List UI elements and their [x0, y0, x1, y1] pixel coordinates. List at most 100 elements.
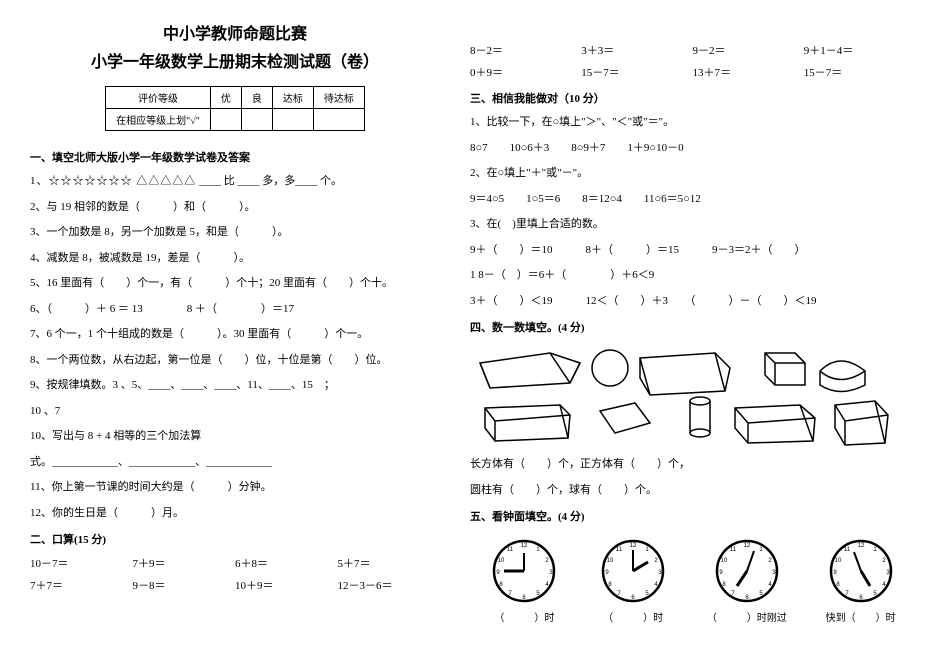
rt-r1-c0: 0＋9＝	[470, 64, 581, 80]
svg-text:7: 7	[845, 591, 849, 597]
rt-r1-c1: 15－7＝	[581, 64, 692, 80]
s3-q1: 1、比较一下，在○填上"＞"、"＜"或"＝"。	[470, 114, 915, 131]
svg-text:7: 7	[731, 591, 735, 597]
s2-row-0: 10－7＝ 7＋9＝ 6＋8＝ 5＋7＝	[30, 555, 440, 571]
rtop-row-0: 8－2＝ 3＋3＝ 9－2＝ 9＋1－4＝	[470, 42, 915, 58]
svg-text:8: 8	[500, 582, 504, 588]
s3-q1a: 8○7 10○6＋3 8○9＋7 1＋9○10－0	[470, 140, 915, 157]
clock-1: 1212 345 678 91011 （ ）时	[489, 536, 559, 624]
svg-text:1: 1	[645, 547, 649, 553]
s1-q11: 11、你上第一节课的时间大约是（ ）分钟。	[30, 479, 440, 496]
clock-1-svg: 1212 345 678 91011	[489, 536, 559, 606]
s2-r1-c2: 10＋9＝	[235, 577, 338, 593]
svg-text:2: 2	[768, 558, 772, 564]
clock-4-svg: 1212 345 678 91011	[826, 536, 896, 606]
svg-text:11: 11	[507, 547, 514, 553]
s1-q12: 12、你的生日是（ ）月。	[30, 505, 440, 522]
title-line-2: 小学一年级数学上册期末检测试题（卷）	[30, 48, 440, 72]
s1-q3: 3、一个加数是 8，另一个加数是 5，和是（ ）。	[30, 224, 440, 241]
eval-header-0: 评价等级	[106, 87, 211, 109]
svg-text:1: 1	[759, 547, 763, 553]
svg-text:10: 10	[834, 558, 841, 564]
s1-q9b: 10 、7	[30, 403, 440, 420]
svg-text:11: 11	[616, 547, 623, 553]
s2-r1-c3: 12－3－6＝	[338, 577, 441, 593]
s2-r0-c0: 10－7＝	[30, 555, 133, 571]
s3-q3a: 9＋（ ）＝10 8＋（ ）＝15 9－3＝2＋（ ）	[470, 242, 915, 259]
s4-text2: 圆柱有（ ）个，球有（ ）个。	[470, 482, 915, 499]
left-column: 中小学教师命题比赛 小学一年级数学上册期末检测试题（卷） 评价等级 优 良 达标…	[30, 20, 460, 624]
s1-q2: 2、与 19 相邻的数是（ ）和（ ）。	[30, 199, 440, 216]
svg-text:9: 9	[497, 570, 501, 576]
svg-text:2: 2	[882, 558, 886, 564]
eval-cell-4	[313, 109, 364, 131]
s1-q8: 8、一个两位数，从右边起，第一位是（ ）位，十位是第（ ）位。	[30, 352, 440, 369]
title-line-1: 中小学教师命题比赛	[30, 20, 440, 44]
s2-r0-c1: 7＋9＝	[133, 555, 236, 571]
eval-header-3: 达标	[272, 87, 313, 109]
s1-q6: 6、（ ）＋ 6 ＝ 13 8 ＋（ ）＝17	[30, 301, 440, 318]
clock-4-label: 快到（ ）时	[826, 609, 896, 624]
s3-q2: 2、在○填上"＋"或"－"。	[470, 165, 915, 182]
svg-text:10: 10	[498, 558, 505, 564]
section-2-head: 二、口算(15 分)	[30, 531, 440, 547]
clock-3-label: （ ）时刚过	[707, 609, 787, 624]
shapes-illustration	[470, 343, 915, 448]
s2-r0-c3: 5＋7＝	[338, 555, 441, 571]
svg-text:1: 1	[873, 547, 877, 553]
s1-q10a: 10、写出与 8 + 4 相等的三个加法算	[30, 428, 440, 445]
rt-r0-c0: 8－2＝	[470, 42, 581, 58]
clock-2-svg: 1212 345 678 91011	[598, 536, 668, 606]
svg-text:7: 7	[509, 591, 513, 597]
clock-3-svg: 1212 345 678 91011	[712, 536, 782, 606]
s1-q1-tail: ____ 比 ____ 多，多____ 个。	[199, 175, 342, 187]
s2-row-1: 7＋7＝ 9－8＝ 10＋9＝ 12－3－6＝	[30, 577, 440, 593]
section-5-head: 五、看钟面填空。(4 分)	[470, 508, 915, 524]
section-4-head: 四、数一数填空。(4 分)	[470, 319, 915, 335]
eval-header-4: 待达标	[313, 87, 364, 109]
rt-r1-c3: 15－7＝	[804, 64, 915, 80]
svg-text:8: 8	[608, 582, 612, 588]
s1-q9a: 9、按规律填数。3 、5、____、____、____、11、____、15 ；	[30, 377, 440, 394]
rt-r0-c1: 3＋3＝	[581, 42, 692, 58]
evaluation-table: 评价等级 优 良 达标 待达标 在相应等级上划"√"	[105, 86, 365, 131]
s1-q10b: 式。____________、____________、____________	[30, 454, 440, 471]
s3-q3: 3、在( )里填上合适的数。	[470, 216, 915, 233]
clock-4: 1212 345 678 91011 快到（ ）时	[826, 536, 896, 624]
svg-text:2: 2	[546, 558, 550, 564]
s2-r1-c0: 7＋7＝	[30, 577, 133, 593]
rt-r1-c2: 13＋7＝	[693, 64, 804, 80]
section-1-head: 一、填空北师大版小学一年级数学试卷及答案	[30, 149, 440, 165]
svg-text:9: 9	[833, 570, 837, 576]
svg-text:8: 8	[722, 582, 726, 588]
s2-r1-c1: 9－8＝	[133, 577, 236, 593]
s4-text: 长方体有（ ）个，正方体有（ ）个，	[470, 456, 915, 473]
eval-header-1: 优	[210, 87, 241, 109]
svg-text:1: 1	[537, 547, 541, 553]
s3-q2a: 9＝4○5 1○5＝6 8＝12○4 11○6＝5○12	[470, 191, 915, 208]
rt-r0-c3: 9＋1－4＝	[804, 42, 915, 58]
svg-text:11: 11	[844, 547, 851, 553]
svg-text:12: 12	[744, 543, 751, 549]
right-column: 8－2＝ 3＋3＝ 9－2＝ 9＋1－4＝ 0＋9＝ 15－7＝ 13＋7＝ 1…	[460, 20, 915, 624]
s1-q1-stars: 1、☆☆☆☆☆☆☆ △△△△△	[30, 175, 196, 187]
section-3-head: 三、相信我能做对（10 分）	[470, 90, 915, 106]
svg-text:11: 11	[730, 547, 737, 553]
clocks-row: 1212 345 678 91011 （ ）时 1212 345	[470, 536, 915, 624]
s1-q1: 1、☆☆☆☆☆☆☆ △△△△△ ____ 比 ____ 多，多____ 个。	[30, 173, 440, 190]
shapes-svg	[470, 343, 910, 448]
s1-q4: 4、减数是 8，被减数是 19，差是（ ）。	[30, 250, 440, 267]
eval-row-label: 在相应等级上划"√"	[106, 109, 211, 131]
svg-text:10: 10	[607, 558, 614, 564]
svg-text:12: 12	[630, 543, 637, 549]
eval-cell-1	[210, 109, 241, 131]
svg-text:10: 10	[721, 558, 728, 564]
clock-2: 1212 345 678 91011 （ ）时	[598, 536, 668, 624]
rt-r0-c2: 9－2＝	[693, 42, 804, 58]
clock-1-label: （ ）时	[489, 609, 559, 624]
svg-text:9: 9	[719, 570, 723, 576]
svg-text:9: 9	[605, 570, 609, 576]
s2-r0-c2: 6＋8＝	[235, 555, 338, 571]
clock-2-label: （ ）时	[598, 609, 668, 624]
eval-header-2: 良	[241, 87, 272, 109]
